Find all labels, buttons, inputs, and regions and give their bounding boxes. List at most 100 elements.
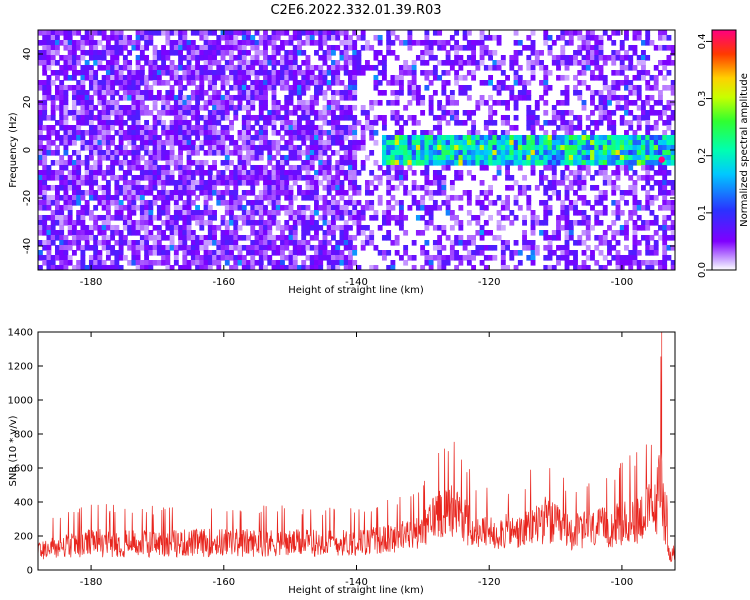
spectrogram-cell	[573, 175, 578, 181]
spectrogram-cell	[602, 150, 608, 156]
spectrogram-cell	[229, 190, 234, 196]
spectrogram-cell	[220, 85, 226, 91]
spectrogram-cell	[331, 80, 336, 86]
spectrogram-cell	[207, 145, 213, 151]
spectrogram-cell	[182, 85, 188, 91]
spectrogram-cell	[250, 165, 256, 171]
spectrogram-cell	[182, 55, 188, 61]
spectrogram-cell	[275, 105, 281, 111]
spectrogram-cell	[165, 260, 171, 266]
spectrogram-cell	[611, 125, 617, 131]
spectrogram-cell	[543, 190, 549, 196]
spectrogram-cell	[301, 195, 307, 201]
spectrogram-cell	[381, 250, 387, 256]
spectrogram-cell	[547, 120, 553, 126]
spectrogram-cell	[237, 105, 243, 111]
spectrogram-cell	[169, 95, 175, 101]
spectrogram-cell	[199, 50, 205, 56]
spectrogram-cell	[67, 55, 73, 61]
spectrogram-cell	[46, 195, 52, 201]
spectrogram-cell	[666, 85, 672, 91]
spectrogram-cell	[335, 185, 341, 191]
spectrogram-cell	[560, 210, 566, 216]
spectrogram-cell	[577, 80, 583, 86]
spectrogram-cell	[560, 135, 566, 141]
spectrogram-cell	[339, 95, 345, 101]
spectrogram-cell	[496, 210, 502, 216]
spectrogram-cell	[127, 195, 133, 201]
spectrogram-cell	[585, 265, 591, 270]
spectrogram-cell	[59, 95, 65, 101]
spectrogram-cell	[135, 95, 141, 101]
spectrogram-cell	[237, 100, 243, 106]
spectrogram-cell	[551, 230, 557, 236]
spectrogram-cell	[390, 165, 396, 171]
spectrogram-cell	[403, 185, 409, 191]
spectrogram-cell	[250, 205, 256, 211]
spectrogram-cell	[343, 65, 349, 71]
spectrogram-cell	[560, 250, 566, 256]
spectrogram-cell	[254, 205, 260, 211]
spectrogram-cell	[309, 260, 315, 266]
spectrogram-cell	[42, 65, 48, 71]
spectrogram-cell	[564, 195, 570, 201]
spectrogram-cell	[46, 200, 52, 206]
spectrogram-cell	[428, 130, 434, 136]
spectrogram-cell	[292, 175, 298, 181]
spectrogram-cell	[280, 170, 285, 176]
spectrogram-cell	[131, 160, 137, 166]
spectrogram-cell	[165, 210, 171, 216]
spectrogram-cell	[224, 190, 230, 196]
spectrogram-cell	[556, 65, 561, 71]
spectrogram-cell	[543, 75, 549, 81]
spectrogram-cell	[585, 215, 591, 221]
spectrogram-cell	[127, 105, 133, 111]
spectrogram-cell	[471, 265, 477, 270]
spectrogram-cell	[38, 215, 43, 221]
spectrogram-cell	[322, 120, 328, 126]
spectrogram-cell	[165, 40, 171, 46]
spectrogram-cell	[581, 45, 587, 51]
spectrogram-cell	[326, 160, 332, 166]
spectrogram-cell	[492, 120, 498, 126]
spectrogram-cell	[237, 150, 243, 156]
spectrogram-cell	[118, 215, 124, 221]
spectrogram-cell	[670, 155, 675, 161]
spectrogram-cell	[135, 45, 141, 51]
spectrogram-cell	[632, 190, 638, 196]
spectrogram-cell	[80, 135, 86, 141]
spectrogram-cell	[530, 210, 536, 216]
spectrogram-cell	[636, 135, 642, 141]
spectrogram-cell	[343, 115, 349, 121]
spectrogram-cell	[547, 180, 553, 186]
spectrogram-cell	[309, 80, 315, 86]
spectrogram-cell	[590, 185, 595, 191]
spectrogram-cell	[369, 65, 375, 71]
spectrogram-cell	[182, 185, 188, 191]
spectrogram-cell	[84, 265, 90, 270]
spectrogram-cell	[258, 245, 264, 251]
spectrogram-cell	[488, 200, 493, 206]
spectrogram-cell	[207, 40, 213, 46]
spectrogram-cell	[649, 140, 655, 146]
spectrogram-cell	[275, 110, 281, 116]
spectrogram-cell	[220, 70, 226, 76]
spectrogram-cell	[275, 80, 281, 86]
spectrogram-cell	[190, 235, 196, 241]
spectrogram-cell	[182, 135, 188, 141]
spectrogram-cell	[263, 75, 268, 81]
spectrogram-cell	[377, 225, 383, 231]
spectrogram-cell	[118, 85, 124, 91]
spectrogram-cell	[483, 190, 489, 196]
spectrogram-cell	[424, 205, 430, 211]
spectrogram-cell	[186, 140, 192, 146]
spectrogram-cell	[649, 155, 655, 161]
spectrogram-cell	[607, 155, 612, 161]
spectrogram-cell	[471, 145, 477, 151]
spectrogram-cell	[80, 210, 86, 216]
spectrogram-cell	[377, 250, 383, 256]
spectrogram-cell	[309, 235, 315, 241]
spectrogram-cell	[314, 245, 319, 251]
spectrogram-cell	[466, 45, 472, 51]
spectrogram-cell	[220, 215, 226, 221]
